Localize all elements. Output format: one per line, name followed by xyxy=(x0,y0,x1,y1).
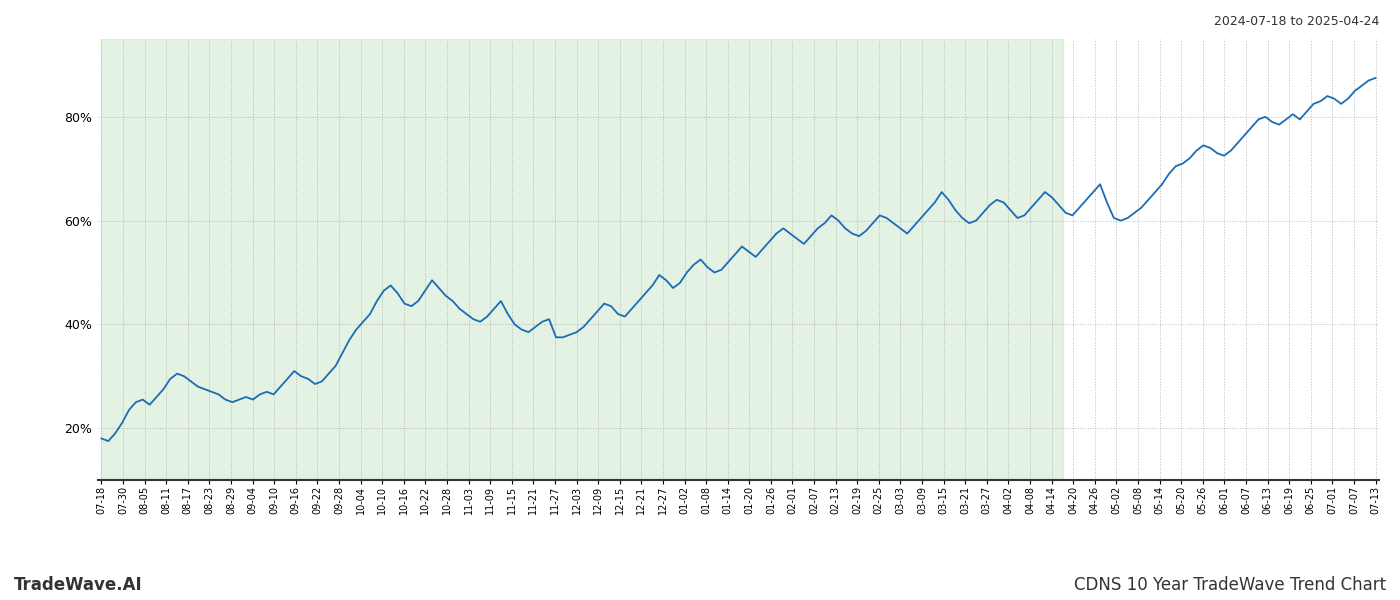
Text: 2024-07-18 to 2025-04-24: 2024-07-18 to 2025-04-24 xyxy=(1214,15,1379,28)
Text: CDNS 10 Year TradeWave Trend Chart: CDNS 10 Year TradeWave Trend Chart xyxy=(1074,576,1386,594)
Text: TradeWave.AI: TradeWave.AI xyxy=(14,576,143,594)
Bar xyxy=(101,39,1064,480)
